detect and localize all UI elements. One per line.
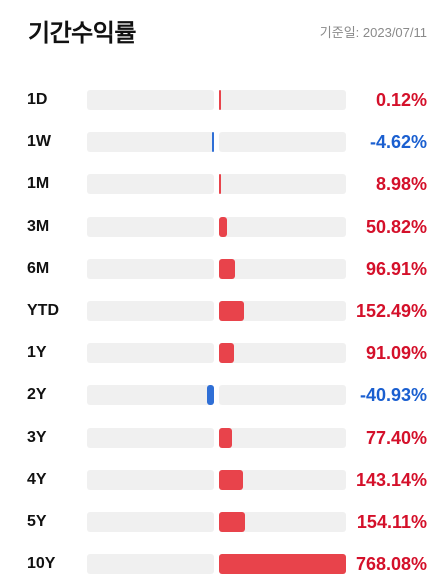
return-value: 143.14% [355, 469, 427, 490]
return-row-6m: 6M 96.91% [0, 247, 446, 289]
period-label: 4Y [27, 470, 47, 488]
negative-track [87, 469, 214, 490]
return-bar-positive [219, 512, 245, 532]
period-label: 6M [27, 259, 50, 277]
positive-track [219, 174, 346, 195]
return-value: 8.98% [375, 174, 427, 195]
return-row-2y: 2Y -40.93% [0, 373, 446, 415]
return-value: -40.93% [359, 385, 427, 406]
return-value: 77.40% [365, 427, 427, 448]
as-of-date: 기준일: 2023/07/11 [319, 25, 427, 40]
period-label: 3M [27, 217, 50, 235]
return-row-ytd: YTD 152.49% [0, 289, 446, 331]
returns-header: 기간수익률 기준일: 2023/07/11 [0, 0, 446, 70]
return-bar-positive [219, 343, 235, 364]
positive-track [219, 216, 346, 237]
return-bar-positive [219, 216, 228, 237]
negative-track [87, 90, 214, 110]
positive-track [219, 427, 346, 448]
negative-track [87, 301, 214, 321]
return-value: 0.12% [375, 90, 427, 110]
return-bar-positive [219, 554, 346, 575]
positive-track [219, 469, 346, 490]
period-label: 5Y [27, 513, 47, 530]
return-row-10y: 10Y 768.08% [0, 542, 446, 584]
return-value: 50.82% [365, 216, 427, 237]
return-bar-positive [219, 258, 235, 279]
positive-track [219, 343, 346, 364]
return-bar-positive [219, 90, 221, 110]
positive-track [219, 90, 346, 110]
negative-track [87, 427, 214, 448]
return-row-5y: 5Y 154.11% [0, 500, 446, 542]
return-bar-negative [212, 132, 214, 153]
negative-track [87, 258, 214, 279]
period-label: 2Y [27, 386, 47, 404]
return-row-1w: 1W -4.62% [0, 120, 446, 162]
positive-track [219, 132, 346, 153]
negative-track [87, 385, 214, 406]
return-row-3m: 3M 50.82% [0, 205, 446, 247]
period-label: 3Y [27, 428, 47, 446]
positive-track [219, 554, 346, 575]
return-value: 154.11% [356, 512, 427, 532]
return-bar-negative [207, 385, 214, 406]
page-title: 기간수익률 [28, 19, 136, 47]
positive-track [219, 512, 346, 532]
period-label: 10Y [27, 555, 56, 573]
period-label: 1Y [27, 344, 47, 362]
positive-track [219, 301, 346, 321]
period-label: 1W [27, 133, 51, 151]
return-row-3y: 3Y 77.40% [0, 416, 446, 458]
return-value: 91.09% [365, 343, 427, 364]
period-label: 1D [27, 91, 48, 108]
return-bar-positive [219, 427, 232, 448]
period-label: YTD [27, 302, 59, 319]
negative-track [87, 554, 214, 575]
return-row-4y: 4Y 143.14% [0, 458, 446, 500]
return-bar-positive [219, 469, 243, 490]
return-value: 152.49% [355, 301, 427, 321]
negative-track [87, 512, 214, 532]
positive-track [219, 258, 346, 279]
negative-track [87, 132, 214, 153]
return-row-1y: 1Y 91.09% [0, 331, 446, 373]
return-row-1d: 1D 0.12% [0, 78, 446, 120]
return-bar-positive [219, 301, 245, 321]
positive-track [219, 385, 346, 406]
negative-track [87, 216, 214, 237]
negative-track [87, 343, 214, 364]
return-value: 96.91% [365, 258, 427, 279]
period-label: 1M [27, 175, 50, 193]
return-bar-positive [219, 174, 221, 195]
negative-track [87, 174, 214, 195]
return-row-1m: 1M 8.98% [0, 162, 446, 204]
return-value: 768.08% [355, 554, 427, 575]
return-value: -4.62% [369, 132, 427, 153]
